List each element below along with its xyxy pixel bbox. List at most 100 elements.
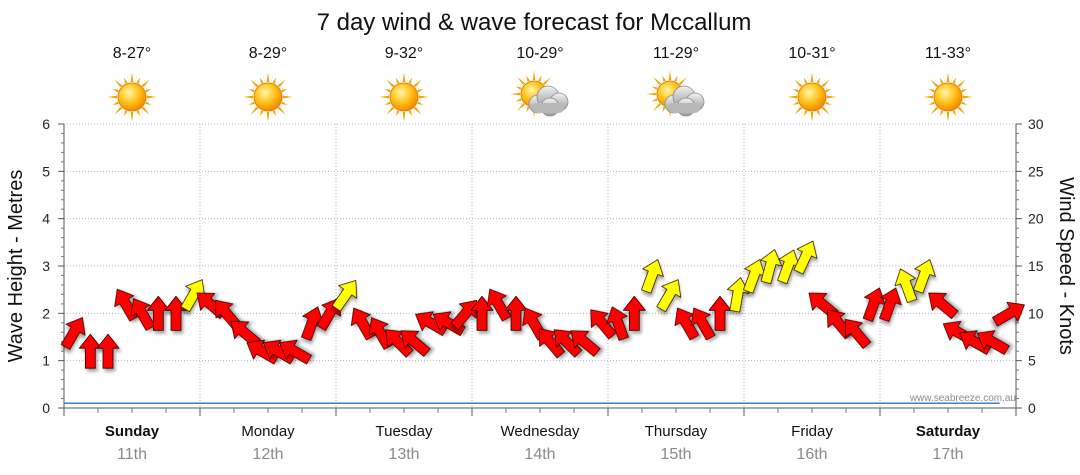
sun-icon xyxy=(107,72,157,122)
wind-arrow xyxy=(606,306,629,341)
sun-ray xyxy=(417,88,424,93)
sun-ray xyxy=(961,88,968,93)
sun-ray xyxy=(946,111,950,122)
day-date-label: 14th xyxy=(524,446,555,463)
sun-rays xyxy=(243,72,293,122)
y-tick-label-left: 1 xyxy=(42,353,50,369)
sun-disc xyxy=(253,82,283,112)
axes: 0 1 2 3 4 5 6 0 5 10 15 20 25 30 xyxy=(42,116,1044,416)
day-labels: Sunday 11th Monday 12th Tuesday 13th Wednesday… xyxy=(105,423,981,463)
sun-ray xyxy=(810,111,814,122)
sun-ray xyxy=(123,77,128,84)
sun-ray xyxy=(515,86,522,90)
y-tick-label-left: 4 xyxy=(42,211,50,227)
sun-ray xyxy=(510,92,521,96)
day-name-label: Thursday xyxy=(645,423,708,440)
sun-ray xyxy=(413,106,422,115)
sun-ray xyxy=(939,77,944,84)
sun-ray xyxy=(248,101,255,106)
sun-ray xyxy=(259,110,264,117)
y-tick-label-left: 2 xyxy=(42,305,50,321)
sun-rays xyxy=(107,72,157,122)
sun-ray xyxy=(146,95,157,99)
sun-ray xyxy=(662,75,666,82)
sun-ray xyxy=(248,88,255,93)
sun-ray xyxy=(136,110,141,117)
wind-series xyxy=(60,240,1025,369)
weather-day: 11-29° xyxy=(646,45,705,118)
sun-ray xyxy=(952,77,957,84)
cloud-shape xyxy=(664,85,705,117)
sun-ray xyxy=(542,77,551,86)
sun-ray xyxy=(408,110,413,117)
cloud-base xyxy=(532,103,564,113)
sun-ray xyxy=(946,72,950,83)
sun-ray xyxy=(792,101,799,106)
weather-day: 11-33° xyxy=(923,45,973,122)
y-tick-label-right: 5 xyxy=(1028,353,1036,369)
day-name-label: Monday xyxy=(241,423,295,440)
sun-ray xyxy=(408,77,413,84)
sun-ray xyxy=(395,110,400,117)
sun-ray xyxy=(272,110,277,117)
y-axis-right-label: Wind Speed - Knots xyxy=(1055,177,1077,355)
y-tick-label-left: 0 xyxy=(42,400,50,416)
sun-ray xyxy=(826,95,837,99)
sun-ray xyxy=(678,77,687,86)
partly-cloudy-icon xyxy=(646,70,705,118)
wind-arrow xyxy=(130,298,156,331)
sun-disc xyxy=(797,82,827,112)
day-name-label: Wednesday xyxy=(501,423,580,440)
sun-rays xyxy=(923,72,973,122)
weather-day: 10-31° xyxy=(787,45,837,122)
temperature-range: 8-27° xyxy=(113,45,151,62)
day-date-label: 17th xyxy=(932,446,963,463)
sun-ray xyxy=(384,88,391,93)
day-name-label: Sunday xyxy=(105,423,160,440)
sun-ray xyxy=(928,88,935,93)
wind-arrow xyxy=(96,333,120,369)
sun-ray xyxy=(417,101,424,106)
sun-ray xyxy=(395,77,400,84)
sun-ray xyxy=(962,95,973,99)
sun-ray xyxy=(384,101,391,106)
sun-ray xyxy=(114,106,123,115)
sun-ray xyxy=(145,88,152,93)
sun-ray xyxy=(418,95,429,99)
chart-title: 7 day wind & wave forecast for Mccallum xyxy=(317,9,752,36)
sun-ray xyxy=(816,77,821,84)
sun-ray xyxy=(259,77,264,84)
day-name-label: Friday xyxy=(791,423,833,440)
sun-ray xyxy=(114,79,123,88)
sun-ray xyxy=(281,88,288,93)
weather-day: 10-29° xyxy=(510,45,569,118)
sun-ray xyxy=(651,98,658,102)
sun-disc xyxy=(389,82,419,112)
sun-ray xyxy=(272,77,277,84)
sun-ray xyxy=(957,106,966,115)
sun-ray xyxy=(141,106,150,115)
sun-ray xyxy=(662,106,666,113)
sun-ray xyxy=(266,72,270,83)
cloud-base xyxy=(668,103,700,113)
sun-ray xyxy=(379,95,390,99)
y-tick-label-left: 3 xyxy=(42,258,50,274)
sun-ray xyxy=(277,106,286,115)
sun-ray xyxy=(130,72,134,83)
wind-arrow xyxy=(793,240,818,275)
y-tick-label-right: 0 xyxy=(1028,400,1036,416)
temperature-range: 8-29° xyxy=(249,45,287,62)
sun-ray xyxy=(526,106,530,113)
sun-ray xyxy=(250,106,259,115)
sun-ray xyxy=(136,77,141,84)
sun-disc xyxy=(933,82,963,112)
wind-arrow xyxy=(590,309,617,340)
sun-ray xyxy=(112,101,119,106)
day-name-label: Saturday xyxy=(916,423,981,440)
wind-arrow xyxy=(331,280,358,312)
wind-arrow xyxy=(279,339,312,365)
day-date-label: 11th xyxy=(117,446,147,463)
day-date-label: 16th xyxy=(796,446,827,463)
